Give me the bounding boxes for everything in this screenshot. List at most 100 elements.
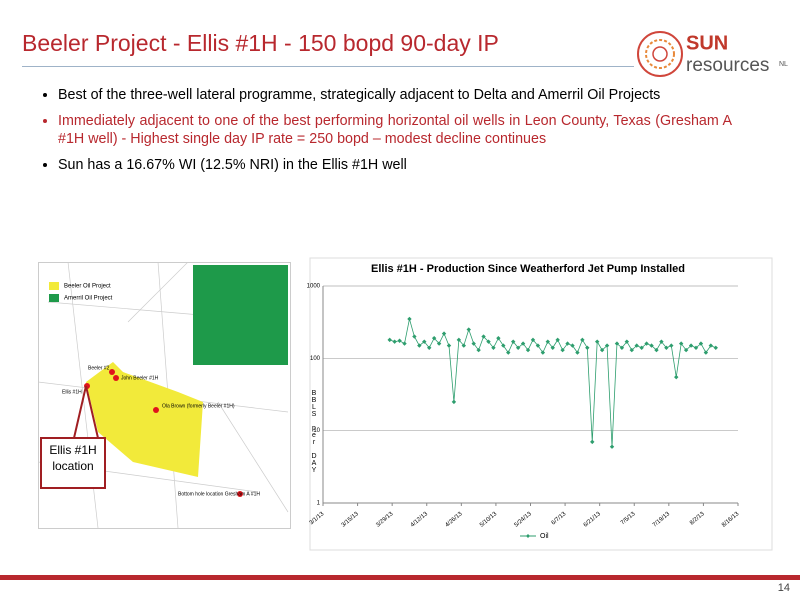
data-point: [550, 345, 555, 350]
data-point: [555, 337, 560, 343]
logo-mark: [645, 39, 675, 69]
data-point: [491, 345, 496, 350]
data-point: [456, 337, 462, 343]
bullet: Sun has a 16.67% WI (12.5% NRI) in the E…: [58, 156, 732, 174]
well: [109, 369, 115, 375]
data-point: [693, 345, 699, 350]
data-point: [664, 345, 669, 350]
beeler-area: [86, 362, 203, 477]
data-point: [644, 341, 649, 346]
data-point: [412, 334, 417, 339]
chart-frame: [309, 257, 773, 551]
y-tick-label: 1: [317, 501, 321, 507]
data-point: [431, 335, 437, 341]
data-point: [590, 439, 595, 445]
data-point: [436, 341, 442, 346]
data-point: [407, 316, 412, 322]
data-point: [515, 345, 521, 350]
data-point: [703, 350, 709, 355]
amerril-area: [193, 265, 288, 365]
data-point: [580, 337, 585, 343]
logo-name: resources: [686, 55, 769, 76]
chart-title: Ellis #1H - Production Since Weatherford…: [371, 263, 685, 275]
logo-brand: SUN: [686, 32, 728, 54]
data-point: [683, 347, 689, 353]
y-axis-label: BBLS per DAY: [311, 390, 318, 474]
legend-marker: [526, 534, 530, 538]
data-point: [575, 350, 580, 355]
data-point: [501, 343, 506, 348]
data-point: [599, 347, 605, 353]
map: Beeler Oil Project Amerril Oil Project B…: [38, 262, 291, 529]
data-point: [609, 444, 615, 449]
logo: SUN resources NL: [637, 31, 788, 77]
data-point: [476, 347, 481, 353]
data-point: [397, 338, 402, 343]
map-label: John Beeler #1H: [121, 375, 159, 381]
data-point: [565, 341, 570, 346]
y-tick-label: 100: [310, 356, 321, 362]
data-point: [461, 343, 467, 348]
data-point: [624, 339, 630, 344]
data-point: [525, 347, 531, 353]
data-point: [594, 339, 600, 344]
bullet: Immediately adjacent to one of the best …: [58, 112, 732, 148]
map-label: Bottom hole location Gresham A #1H: [178, 491, 260, 497]
data-point: [688, 343, 694, 348]
data-point: [486, 339, 491, 344]
data-point: [422, 339, 427, 344]
data-point: [451, 399, 457, 405]
callout-text: Ellis #1H location: [49, 443, 97, 473]
data-point: [496, 335, 501, 341]
data-point: [520, 341, 526, 346]
data-point: [481, 334, 486, 339]
map-label: Ola Brown (formerly Beeler #1H): [162, 403, 235, 409]
data-point: [708, 343, 714, 348]
data-point: [669, 343, 674, 348]
map-label: Ellis #1H: [62, 389, 82, 395]
legend-swatch: [49, 282, 59, 290]
bullet-list: Best of the three-well lateral programme…: [30, 86, 732, 182]
callout: Ellis #1H location: [49, 443, 97, 473]
data-point: [402, 341, 407, 346]
y-tick-label: 1000: [307, 284, 321, 290]
data-point: [649, 343, 654, 348]
footer-bar: [0, 575, 800, 580]
callout-box: [40, 437, 106, 489]
data-point: [417, 343, 422, 348]
data-point: [619, 345, 625, 350]
map-label: Beeler #2: [88, 365, 110, 371]
legend-swatch: [49, 294, 59, 302]
data-point: [585, 345, 590, 350]
data-point: [392, 339, 397, 344]
data-point: [614, 341, 620, 346]
data-point: [654, 347, 659, 353]
data-point: [535, 343, 541, 348]
data-point: [674, 374, 679, 380]
logo-mark: [637, 31, 683, 77]
slide-title: Beeler Project - Ellis #1H - 150 bopd 90…: [22, 30, 499, 56]
map-legend: Amerril Oil Project: [64, 296, 113, 302]
logo-suffix: NL: [779, 61, 788, 68]
data-point: [629, 347, 634, 353]
logo-mark: [652, 46, 668, 62]
data-point: [698, 341, 704, 346]
data-point: [427, 345, 432, 350]
map-legend: Beeler Oil Project: [64, 284, 111, 290]
data-point: [713, 345, 718, 350]
data-point: [530, 337, 536, 343]
data-point: [387, 337, 392, 343]
data-point: [545, 339, 550, 344]
data-point: [441, 331, 447, 336]
data-point: [604, 343, 610, 348]
data-point: [634, 343, 639, 348]
data-point: [511, 339, 516, 344]
data-point: [446, 343, 452, 348]
legend-label: Oil: [540, 533, 549, 540]
data-point: [506, 350, 511, 355]
page-number: 14: [777, 582, 790, 594]
data-point: [560, 347, 565, 353]
callout-pointer: [73, 385, 99, 439]
